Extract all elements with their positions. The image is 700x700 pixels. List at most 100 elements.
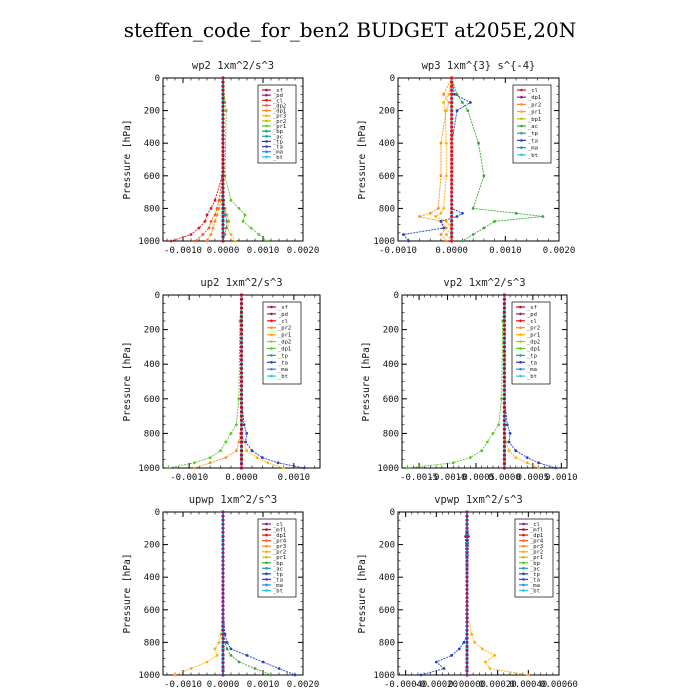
data-point: [239, 319, 244, 323]
legend-item: _pr2: [517, 102, 541, 108]
data-point: [465, 538, 469, 543]
data-point: [239, 410, 244, 414]
chart-panel-2: 0 200 400 600 800 1000-0.0010 0.0000 0.0010 0.00…: [357, 60, 575, 256]
data-point: [225, 641, 229, 644]
data-point: [221, 149, 225, 153]
data-point: [450, 109, 454, 113]
chart-panel-6: 0 200 400 600 800 1000-0.00040-0.000200.00000…: [357, 494, 578, 690]
legend-label: _ma: [528, 146, 538, 152]
data-point: [221, 644, 225, 649]
data-point: [450, 654, 454, 657]
x-tick-label: 0.0005: [517, 473, 550, 483]
data-point: [502, 323, 506, 327]
data-point: [221, 530, 225, 535]
data-point: [221, 514, 225, 518]
data-point: [450, 190, 454, 194]
legend-marker: [270, 333, 273, 336]
data-point: [461, 101, 464, 104]
legend-item: _pr2: [516, 326, 540, 332]
x-tick-label: -0.0010: [429, 473, 467, 483]
data-point: [221, 628, 225, 632]
x-tick-label: -0.00020: [415, 680, 458, 690]
legend-marker: [265, 109, 268, 112]
data-point: [239, 457, 244, 461]
data-point: [468, 456, 472, 459]
legend: _cl_dp1_pr2 _pr1_bp1_ac_tp_ta _ma_bt: [512, 84, 552, 164]
data-point: [442, 667, 446, 670]
data-point: [239, 414, 244, 418]
data-point: [166, 466, 170, 470]
data-point: [221, 518, 225, 522]
legend-label: _cl: [528, 88, 538, 94]
legend-marker: [265, 155, 268, 159]
data-point: [221, 559, 225, 563]
x-tick-label: 0.0020: [287, 680, 320, 690]
legend-marker: [522, 522, 525, 526]
data-point: [237, 397, 241, 401]
legend-box: [512, 84, 552, 164]
data-point: [450, 186, 454, 190]
legend-label: _dp2: [273, 103, 286, 109]
data-point: [239, 401, 244, 405]
legend-item: _mfl: [519, 528, 543, 534]
data-point: [237, 660, 241, 664]
panel-title: wp3 1xm^{3} s^{-4}: [422, 60, 536, 72]
legend-label: _tp: [273, 572, 283, 578]
panel-title: up2 1xm^2/s^3: [200, 277, 282, 289]
data-point: [450, 121, 454, 125]
legend-marker: [265, 129, 268, 133]
data-point: [225, 647, 229, 651]
legend-marker: [265, 93, 268, 97]
legend-label: _ac: [273, 566, 283, 572]
data-point: [221, 526, 225, 530]
data-point: [461, 211, 464, 215]
data-point: [239, 444, 244, 448]
data-point: [442, 92, 445, 96]
data-point: [221, 543, 225, 547]
data-point: [239, 293, 244, 297]
legend-label: _bt: [273, 588, 283, 594]
data-point: [450, 104, 454, 109]
data-point: [465, 661, 469, 665]
data-point: [502, 410, 506, 414]
legend-label: _ma: [273, 150, 283, 156]
data-point: [465, 669, 469, 673]
data-point: [241, 220, 245, 223]
data-point: [239, 379, 244, 384]
data-point: [455, 109, 459, 112]
legend-item: _tp: [519, 572, 540, 578]
data-point: [243, 213, 247, 217]
legend-marker: [270, 367, 273, 371]
data-point: [229, 198, 233, 202]
zero-line-markers: [221, 76, 225, 243]
data-point: [450, 174, 454, 178]
data-point: [502, 358, 506, 362]
y-tick-label: 1000: [138, 237, 160, 247]
data-point: [502, 431, 506, 435]
legend-marker: [265, 555, 268, 559]
data-point: [221, 198, 225, 202]
data-point: [221, 567, 225, 571]
y-tick-label: 200: [144, 107, 160, 117]
data-point: [239, 323, 244, 327]
data-point: [450, 182, 454, 186]
data-point: [221, 579, 225, 583]
data-point: [221, 88, 225, 92]
legend-marker: [265, 119, 268, 123]
legend-label: _tp: [273, 139, 283, 145]
data-point: [221, 137, 225, 141]
data-point: [502, 310, 506, 314]
legend-label: _tp: [530, 572, 540, 578]
data-point: [242, 423, 246, 427]
legend-marker: [522, 578, 525, 581]
legend-item: _pd: [267, 312, 288, 318]
legend-marker: [265, 134, 268, 138]
legend-label: _pr2: [273, 119, 286, 125]
y-tick-label: 400: [144, 573, 160, 583]
data-point: [239, 332, 244, 336]
data-point: [239, 440, 244, 444]
data-point: [221, 166, 225, 170]
data-point: [450, 76, 454, 80]
y-axis-label: Pressure [hPa]: [122, 119, 133, 199]
data-point: [221, 231, 225, 235]
